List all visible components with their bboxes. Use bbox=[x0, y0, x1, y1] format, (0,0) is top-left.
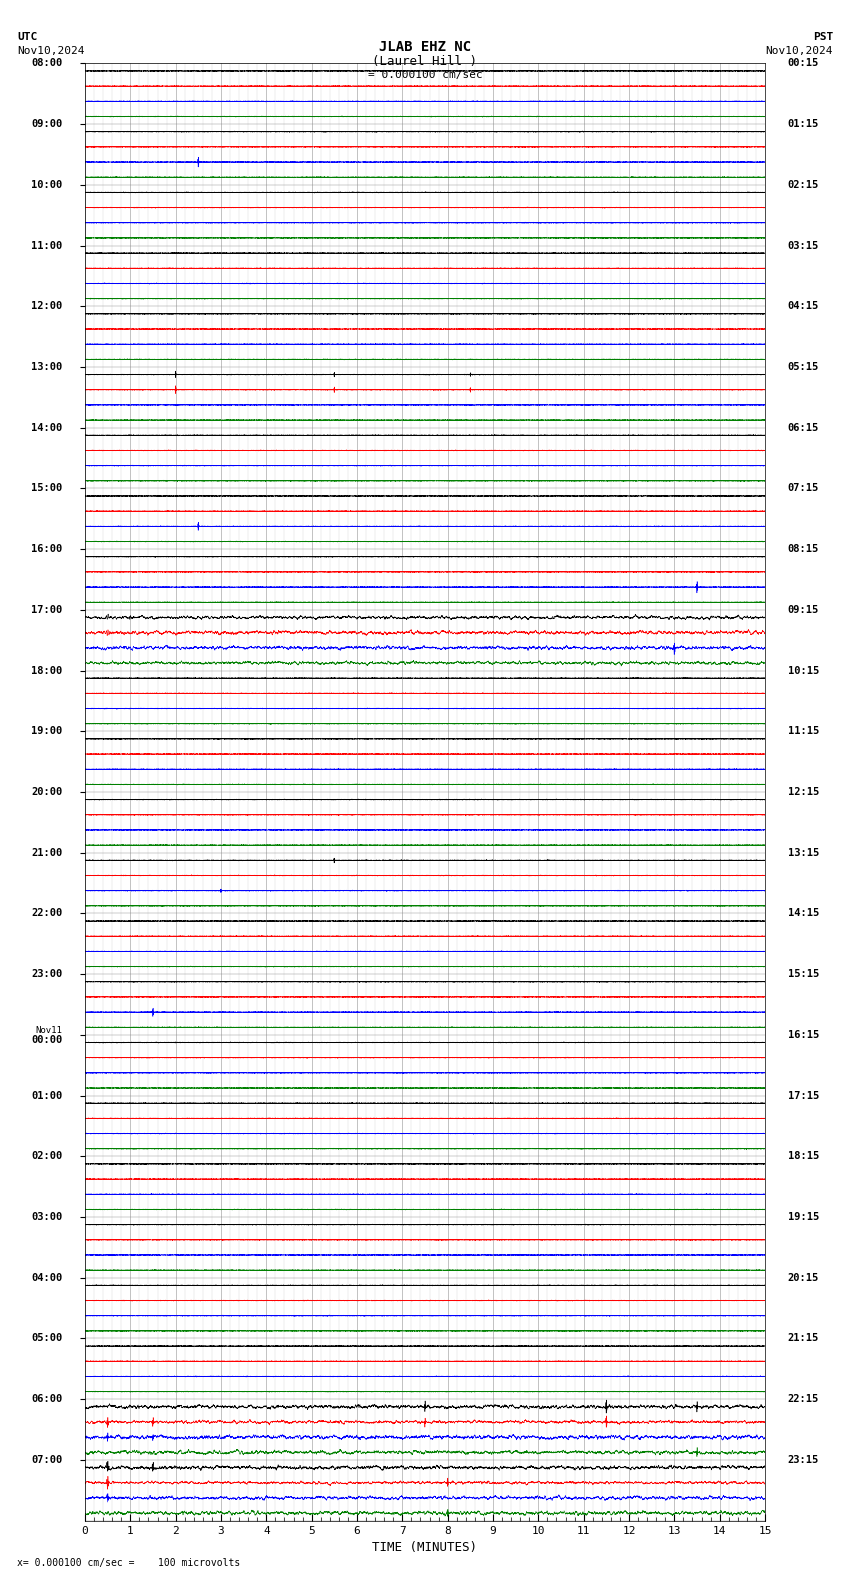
Text: 15:15: 15:15 bbox=[788, 969, 819, 979]
Text: 16:15: 16:15 bbox=[788, 1030, 819, 1039]
Text: 02:15: 02:15 bbox=[788, 181, 819, 190]
Text: 18:15: 18:15 bbox=[788, 1152, 819, 1161]
Text: 02:00: 02:00 bbox=[31, 1152, 62, 1161]
Text: 22:15: 22:15 bbox=[788, 1394, 819, 1403]
Text: 21:15: 21:15 bbox=[788, 1334, 819, 1343]
Text: 07:00: 07:00 bbox=[31, 1456, 62, 1465]
Text: 05:15: 05:15 bbox=[788, 363, 819, 372]
Text: 20:00: 20:00 bbox=[31, 787, 62, 797]
X-axis label: TIME (MINUTES): TIME (MINUTES) bbox=[372, 1541, 478, 1554]
Text: = 0.000100 cm/sec: = 0.000100 cm/sec bbox=[367, 70, 483, 79]
Text: 17:15: 17:15 bbox=[788, 1091, 819, 1101]
Text: 10:00: 10:00 bbox=[31, 181, 62, 190]
Text: 07:15: 07:15 bbox=[788, 483, 819, 493]
Text: 03:15: 03:15 bbox=[788, 241, 819, 250]
Text: 23:15: 23:15 bbox=[788, 1456, 819, 1465]
Text: 04:15: 04:15 bbox=[788, 301, 819, 310]
Text: Nov11: Nov11 bbox=[36, 1026, 62, 1034]
Text: 06:00: 06:00 bbox=[31, 1394, 62, 1403]
Text: 12:00: 12:00 bbox=[31, 301, 62, 310]
Text: 01:15: 01:15 bbox=[788, 119, 819, 128]
Text: Nov10,2024: Nov10,2024 bbox=[17, 46, 84, 55]
Text: 12:15: 12:15 bbox=[788, 787, 819, 797]
Text: 04:00: 04:00 bbox=[31, 1274, 62, 1283]
Text: 21:00: 21:00 bbox=[31, 847, 62, 857]
Text: 15:00: 15:00 bbox=[31, 483, 62, 493]
Text: 03:00: 03:00 bbox=[31, 1212, 62, 1221]
Text: 11:15: 11:15 bbox=[788, 727, 819, 737]
Text: 10:15: 10:15 bbox=[788, 665, 819, 675]
Text: 18:00: 18:00 bbox=[31, 665, 62, 675]
Text: 11:00: 11:00 bbox=[31, 241, 62, 250]
Text: 00:00: 00:00 bbox=[31, 1034, 62, 1045]
Text: 20:15: 20:15 bbox=[788, 1274, 819, 1283]
Text: 01:00: 01:00 bbox=[31, 1091, 62, 1101]
Text: 14:15: 14:15 bbox=[788, 909, 819, 919]
Text: PST: PST bbox=[813, 32, 833, 41]
Text: 05:00: 05:00 bbox=[31, 1334, 62, 1343]
Text: Nov10,2024: Nov10,2024 bbox=[766, 46, 833, 55]
Text: 00:15: 00:15 bbox=[788, 59, 819, 68]
Text: 09:15: 09:15 bbox=[788, 605, 819, 615]
Text: 16:00: 16:00 bbox=[31, 545, 62, 554]
Text: 08:00: 08:00 bbox=[31, 59, 62, 68]
Text: (Laurel Hill ): (Laurel Hill ) bbox=[372, 55, 478, 68]
Text: 23:00: 23:00 bbox=[31, 969, 62, 979]
Text: 13:15: 13:15 bbox=[788, 847, 819, 857]
Text: 06:15: 06:15 bbox=[788, 423, 819, 432]
Text: JLAB EHZ NC: JLAB EHZ NC bbox=[379, 40, 471, 54]
Text: 09:00: 09:00 bbox=[31, 119, 62, 128]
Text: 17:00: 17:00 bbox=[31, 605, 62, 615]
Text: 08:15: 08:15 bbox=[788, 545, 819, 554]
Text: UTC: UTC bbox=[17, 32, 37, 41]
Text: x= 0.000100 cm/sec =    100 microvolts: x= 0.000100 cm/sec = 100 microvolts bbox=[17, 1559, 241, 1568]
Text: 19:00: 19:00 bbox=[31, 727, 62, 737]
Text: 14:00: 14:00 bbox=[31, 423, 62, 432]
Text: 19:15: 19:15 bbox=[788, 1212, 819, 1221]
Text: 22:00: 22:00 bbox=[31, 909, 62, 919]
Text: 13:00: 13:00 bbox=[31, 363, 62, 372]
